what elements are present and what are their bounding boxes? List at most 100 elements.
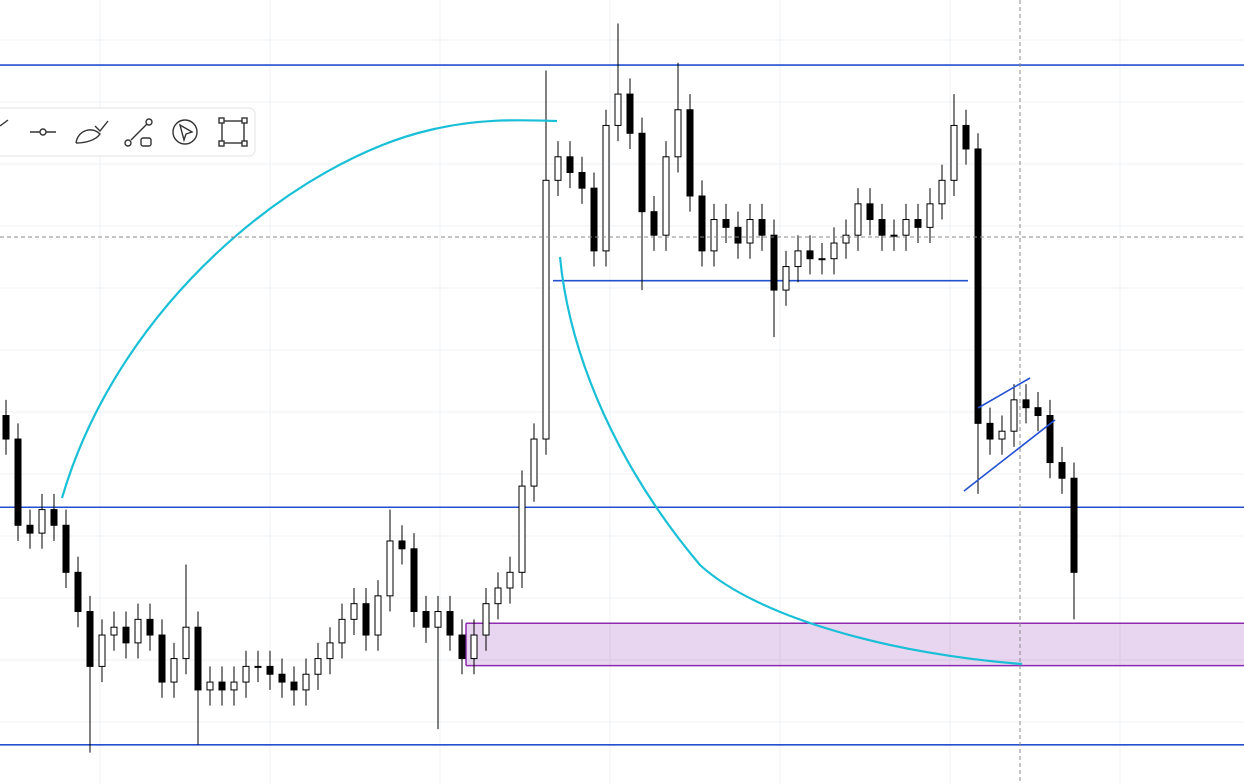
candle-body (458, 634, 466, 660)
candle-body (722, 219, 730, 228)
candle-body (482, 603, 490, 636)
candle-body (506, 571, 514, 589)
candle-body (950, 124, 958, 181)
candle-body (1058, 462, 1066, 479)
candle-body (290, 681, 298, 691)
candle-body (638, 132, 646, 213)
candle-body (794, 250, 802, 268)
channel-line (977, 377, 1031, 409)
candle-body (758, 219, 766, 236)
tool-icon[interactable] (0, 119, 9, 127)
candle-body (710, 219, 718, 252)
candle-body (62, 524, 70, 573)
candle-body (386, 540, 394, 597)
candle-body (914, 219, 922, 228)
candle-body (1010, 399, 1018, 432)
candle-body (74, 571, 82, 613)
curve-drawing (60, 119, 558, 499)
candle-body (206, 681, 214, 691)
candle-body (518, 485, 526, 573)
channel-drawing (963, 377, 1056, 492)
candle-body (86, 611, 94, 667)
candle-body (314, 658, 322, 675)
candle-body (1046, 415, 1054, 464)
tool-icon[interactable] (124, 118, 153, 147)
candle-body (1034, 407, 1042, 417)
tool-icon[interactable] (30, 128, 56, 136)
candle-body (614, 93, 622, 126)
candle-body (50, 509, 58, 526)
candle-body (122, 626, 130, 644)
candle-body (746, 219, 754, 244)
candle-body (686, 109, 694, 197)
candle-body (182, 626, 190, 660)
candle-body (242, 665, 250, 683)
candle-body (554, 156, 562, 181)
candle-body (662, 156, 670, 236)
candle-body (530, 438, 538, 487)
candle-body (2, 415, 10, 440)
candle-body (878, 219, 886, 236)
level-layer (0, 64, 1244, 746)
candle-body (542, 179, 550, 440)
candle-body (170, 658, 178, 683)
drawings (60, 119, 1023, 666)
candle-body (230, 681, 238, 691)
curve-drawing (558, 256, 1023, 666)
candle-body (734, 226, 742, 244)
tool-icon[interactable] (218, 117, 248, 147)
candle-body (398, 540, 406, 550)
candle-body (194, 626, 202, 691)
channel-line (963, 419, 1056, 492)
candle-body (866, 203, 874, 221)
zone-layer (465, 622, 1244, 667)
candle-body (374, 595, 382, 636)
candle-body (566, 156, 574, 173)
candle-body (350, 603, 358, 620)
candle-body (650, 211, 658, 236)
candle-body (218, 681, 226, 691)
candle-body (278, 673, 286, 683)
candle-body (158, 634, 166, 683)
candle-body (410, 548, 418, 613)
candle-body (434, 611, 442, 628)
candle-body (26, 524, 34, 534)
toolbar-panel (0, 107, 256, 157)
candle-body (938, 179, 946, 205)
candle-body (986, 422, 994, 440)
candle-body (602, 124, 610, 252)
candle-body (14, 438, 22, 526)
candle-body (842, 234, 850, 244)
candle-body (1070, 477, 1078, 573)
candle-body (926, 203, 934, 228)
candle-body (362, 603, 370, 636)
candle-body (110, 626, 118, 636)
candle-body (302, 673, 310, 691)
candle-body (998, 430, 1006, 440)
candle-body (782, 266, 790, 291)
candle-body (494, 587, 502, 605)
candle-body (698, 195, 706, 252)
candle-body (830, 242, 838, 260)
candle-body (626, 93, 634, 134)
candle-body (974, 148, 982, 424)
candle-body (590, 187, 598, 252)
zone-box (466, 623, 1244, 666)
candle-body (806, 250, 814, 260)
candle-body (902, 219, 910, 236)
candle-body (770, 234, 778, 291)
tool-icon[interactable] (172, 119, 198, 145)
tool-icon[interactable] (75, 120, 109, 144)
candle-body (266, 665, 274, 675)
toolbar (0, 107, 256, 157)
candle-body (146, 618, 154, 636)
candle-body (254, 665, 262, 668)
candle-body (674, 109, 682, 158)
candle-body (38, 509, 46, 534)
candle-body (890, 234, 898, 237)
candle-body (818, 258, 826, 261)
candle-layer (2, 23, 1078, 753)
candle-body (962, 124, 970, 150)
